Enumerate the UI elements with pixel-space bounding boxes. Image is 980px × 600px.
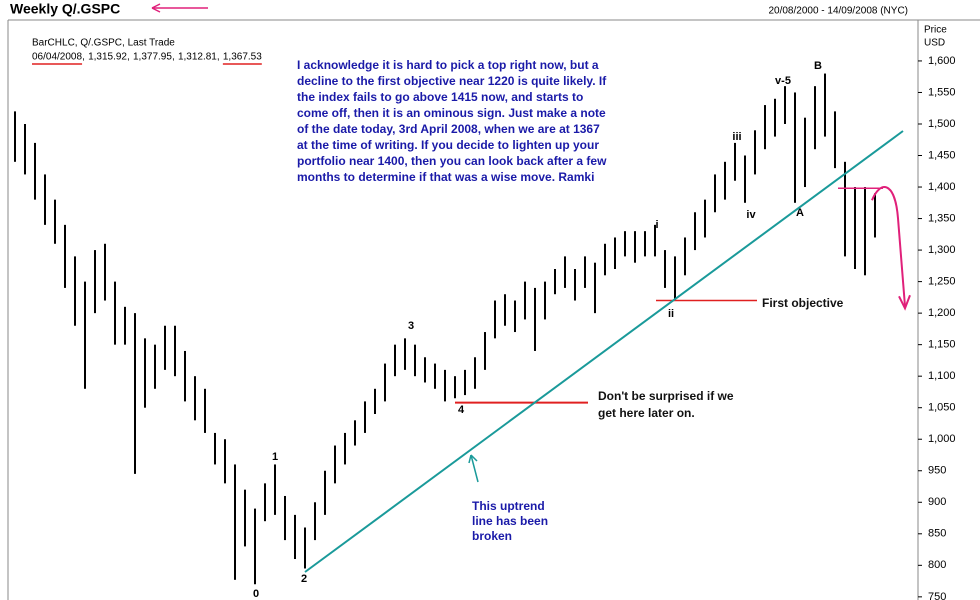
commentary-line: of the date today, 3rd April 2008, when … bbox=[297, 122, 600, 136]
y-tick-label: 1,150 bbox=[928, 339, 956, 351]
note-arrow-head bbox=[468, 454, 478, 464]
wave-label: 0 bbox=[253, 588, 259, 600]
legend-value: 1,377.95 bbox=[133, 52, 172, 63]
legend-value: 1,312.81 bbox=[178, 52, 217, 63]
wave-label: iii bbox=[732, 131, 741, 143]
commentary-line: portfolio near 1400, then you can look b… bbox=[297, 154, 607, 168]
y-tick-label: 950 bbox=[928, 465, 946, 477]
legend-value: 06/04/2008 bbox=[32, 52, 82, 63]
y-tick-label: 1,200 bbox=[928, 307, 956, 319]
y-tick-label: 1,250 bbox=[928, 276, 956, 288]
commentary-line: at the time of writing. If you decide to… bbox=[297, 138, 599, 152]
commentary-line: come off, then it is an ominous sign. Ju… bbox=[297, 106, 606, 120]
wave-label: 4 bbox=[458, 404, 465, 416]
objective-label: First objective bbox=[762, 296, 844, 310]
plot-area: 7508008509009501,0001,0501,1001,1501,200… bbox=[14, 55, 956, 600]
y-tick-label: 850 bbox=[928, 528, 946, 540]
legend-title: BarCHLC, Q/.GSPC, Last Trade bbox=[32, 38, 175, 49]
y-tick-label: 1,050 bbox=[928, 402, 956, 414]
forecast-arrow bbox=[871, 186, 906, 307]
note-arrow bbox=[470, 454, 479, 483]
y-tick-label: 1,000 bbox=[928, 433, 956, 445]
retest-note: get here later on. bbox=[598, 406, 695, 420]
wave-label: iv bbox=[746, 209, 756, 221]
wave-label: 1 bbox=[272, 451, 278, 463]
separator: , bbox=[127, 52, 130, 63]
legend-value: 1,315.92 bbox=[88, 52, 127, 63]
date-range: 20/08/2000 - 14/09/2008 (NYC) bbox=[768, 6, 908, 17]
wave-label: 3 bbox=[408, 320, 414, 332]
y-tick-label: 900 bbox=[928, 496, 946, 508]
wave-label: i bbox=[655, 219, 658, 231]
retest-note: Don't be surprised if we bbox=[598, 389, 734, 403]
commentary-line: I acknowledge it is hard to pick a top r… bbox=[297, 58, 599, 72]
legend-values: 06/04/2008, 1,315.92, 1,377.95, 1,312.81, 1,… bbox=[32, 52, 262, 65]
y-tick-label: 1,100 bbox=[928, 370, 956, 382]
title-arrow-head bbox=[151, 3, 161, 13]
axis-label: Price bbox=[924, 25, 947, 36]
y-tick-label: 1,550 bbox=[928, 86, 956, 98]
wave-label: v-5 bbox=[775, 75, 791, 87]
commentary-line: the index fails to go above 1415 now, an… bbox=[297, 90, 583, 104]
annotations: I acknowledge it is hard to pick a top r… bbox=[297, 58, 844, 543]
y-tick-label: 800 bbox=[928, 559, 946, 571]
y-tick-label: 1,450 bbox=[928, 149, 956, 161]
trend-line bbox=[304, 130, 904, 573]
commentary-line: decline to the first objective near 1220… bbox=[297, 74, 607, 88]
trend-note: line has been bbox=[472, 514, 548, 528]
chart-title: Weekly Q/.GSPC bbox=[10, 1, 120, 17]
wave-label: A bbox=[796, 207, 804, 219]
trend-note: This uptrend bbox=[472, 499, 545, 513]
y-tick-label: 1,600 bbox=[928, 55, 956, 67]
separator: , bbox=[217, 52, 220, 63]
y-tick-label: 1,400 bbox=[928, 181, 956, 193]
trend-note: broken bbox=[472, 529, 512, 543]
legend-value: 1,367.53 bbox=[223, 52, 262, 63]
separator: , bbox=[82, 52, 85, 63]
y-tick-label: 1,300 bbox=[928, 244, 956, 256]
separator: , bbox=[172, 52, 175, 63]
wave-label: ii bbox=[668, 308, 674, 320]
axis-label: USD bbox=[924, 38, 945, 49]
y-tick-label: 1,350 bbox=[928, 212, 956, 224]
wave-label: 2 bbox=[301, 573, 307, 585]
y-tick-label: 1,500 bbox=[928, 118, 956, 130]
commentary-line: months to determine if that was a wise m… bbox=[297, 170, 594, 184]
forecast-arrow-head bbox=[898, 294, 911, 311]
y-tick-label: 750 bbox=[928, 591, 946, 600]
wave-label: B bbox=[814, 60, 822, 72]
